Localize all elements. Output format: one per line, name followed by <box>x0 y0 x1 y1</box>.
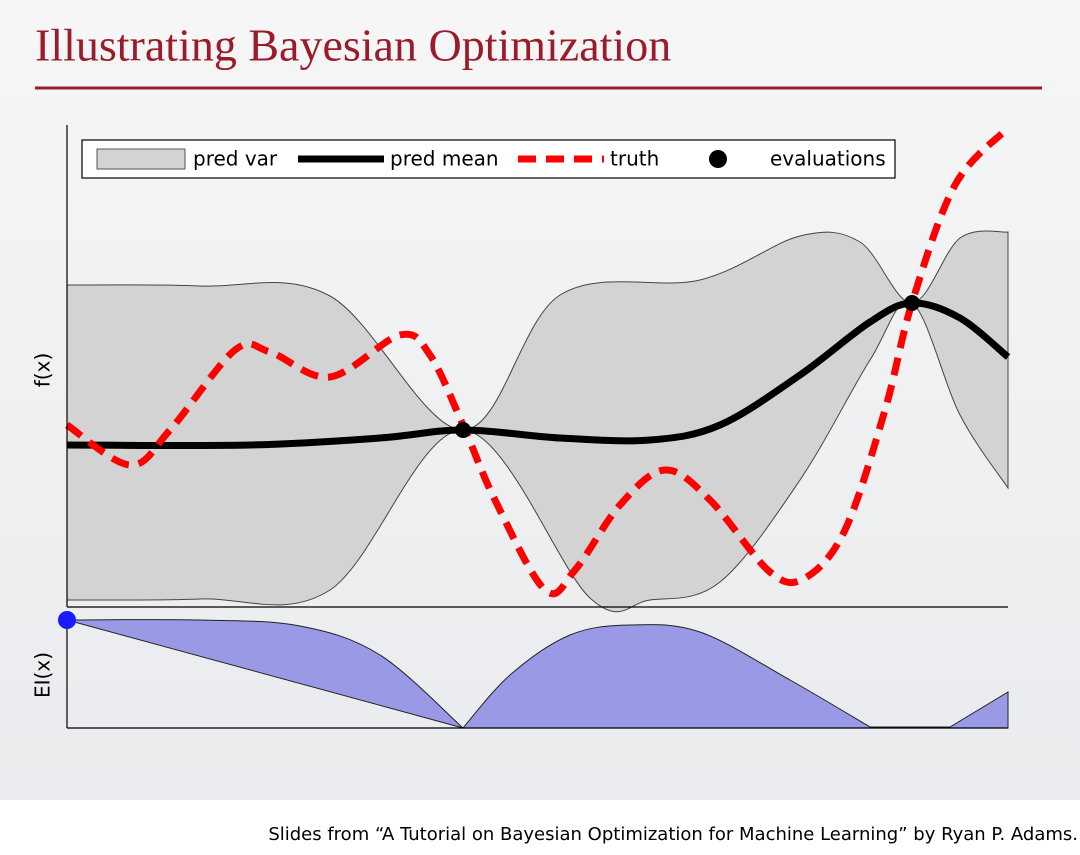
ei-axis-label: EI(x) <box>31 652 55 698</box>
legend-label: pred mean <box>390 147 499 171</box>
plot <box>65 125 1011 729</box>
evaluation <box>455 422 471 438</box>
ei-area <box>66 619 464 729</box>
legend-label: evaluations <box>770 147 886 171</box>
legend-swatch <box>96 148 186 170</box>
ei-area <box>461 624 1009 729</box>
y-axis-label: f(x) <box>31 353 55 387</box>
footer: Slides from “A Tutorial on Bayesian Opti… <box>268 824 1078 845</box>
pred-var-band <box>66 230 1009 613</box>
legend-label: truth <box>610 147 659 171</box>
truth <box>65 125 1011 598</box>
next-point <box>58 611 76 629</box>
legend-box <box>81 139 896 179</box>
legend-swatch <box>709 150 727 168</box>
legend-label: pred var <box>193 147 278 171</box>
slide-title: Illustrating Bayesian Optimization <box>35 20 671 71</box>
evaluation <box>904 295 920 311</box>
legend: pred var pred mean truth evaluations <box>81 139 896 179</box>
